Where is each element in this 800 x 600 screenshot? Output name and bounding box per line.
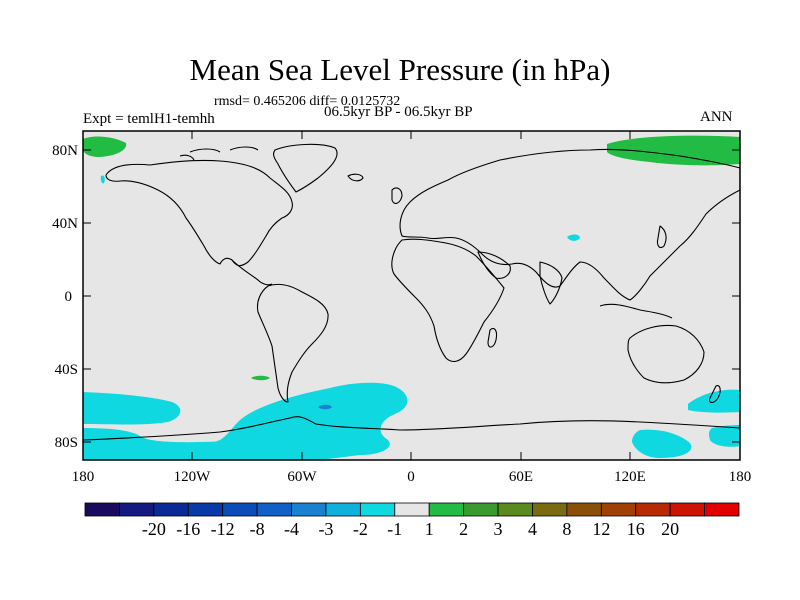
colorbar-swatch-3 <box>187 502 224 517</box>
colorbar-label-0: -20 <box>142 519 166 539</box>
colorbar-label-1: -16 <box>176 519 200 539</box>
coastline-arabia <box>477 251 511 279</box>
axis-ticks <box>82 131 741 460</box>
lat-label-40s: 40S <box>55 362 78 378</box>
colorbar-swatch-0 <box>84 502 120 517</box>
colorbar-label-14: 16 <box>627 519 645 539</box>
colorbar-swatch-9 <box>394 502 430 517</box>
lat-label-0: 0 <box>65 289 73 305</box>
coastline-indonesia <box>599 303 673 319</box>
colorbar-swatch-2 <box>153 502 189 517</box>
colorbar-label-12: 8 <box>562 519 571 539</box>
colorbar-label-2: -12 <box>211 519 235 539</box>
lat-label-40n: 40N <box>52 216 78 232</box>
negative-anomaly-sw-pacific <box>688 389 740 413</box>
positive-anomaly-arctic-west <box>83 136 127 157</box>
colorbar-swatch-8 <box>359 502 396 517</box>
coastline-north-america <box>105 159 293 267</box>
colorbar-swatch-17 <box>669 502 705 517</box>
negative-anomaly-ross-sea <box>708 425 740 447</box>
coastline-greenland <box>273 143 338 193</box>
lon-label-180w: 180 <box>72 469 95 485</box>
colorbar-label-3: -8 <box>250 519 265 539</box>
experiment-label: Expt = temlH1-temhh <box>83 111 215 127</box>
coastline-south-america <box>256 283 329 403</box>
lon-label-120e: 120E <box>614 469 646 485</box>
colorbar-swatch-6 <box>291 502 327 517</box>
coastline-india <box>539 261 563 305</box>
colorbar-swatch-11 <box>463 502 499 517</box>
negative-anomaly-south-pacific <box>83 392 181 425</box>
statistics-label: rmsd= 0.465206 diff= 0.0125732 <box>214 94 401 109</box>
negative-anomaly-alaska <box>100 175 105 184</box>
colorbar-swatch-4 <box>222 502 258 517</box>
colorbar-label-4: -4 <box>284 519 299 539</box>
colorbar-swatch-15 <box>600 502 637 517</box>
lon-label-0: 0 <box>407 469 415 485</box>
colorbar-label-9: 2 <box>459 519 468 539</box>
lat-label-80n: 80N <box>52 143 78 159</box>
coastline-australia <box>627 324 705 384</box>
colorbar-swatch-13 <box>532 502 568 517</box>
coastline-britain <box>391 187 403 205</box>
colorbar-swatch-16 <box>635 502 671 517</box>
colorbar-swatch-1 <box>119 502 155 517</box>
colorbar-label-15: 20 <box>661 519 679 539</box>
colorbar-labels: -20 -16 -12 -8 -4 -3 -2 -1 1 2 3 4 8 12 16 20 <box>142 519 679 539</box>
coastline-africa <box>391 238 505 363</box>
positive-anomaly-arctic-east <box>607 135 740 166</box>
coastline-eurasia <box>399 148 740 301</box>
colorbar-swatch-10 <box>428 502 465 517</box>
colorbar-label-5: -3 <box>318 519 333 539</box>
colorbar-label-10: 3 <box>494 519 503 539</box>
lon-label-60w: 60W <box>287 469 317 485</box>
coastline-madagascar <box>487 327 498 348</box>
colorbar-swatch-7 <box>325 502 361 517</box>
coastline-arctic-islands <box>179 146 259 161</box>
negative-anomaly-antarctic-coast <box>83 428 300 460</box>
coastline-central-america <box>231 259 273 286</box>
lon-label-180e: 180 <box>729 469 752 485</box>
coastline-new-zealand <box>709 385 721 404</box>
colorbar-label-11: 4 <box>528 519 537 539</box>
colorbar-swatch-5 <box>256 502 292 517</box>
lat-label-80s: 80S <box>55 435 78 451</box>
colorbar <box>84 502 740 517</box>
map-background <box>83 131 740 460</box>
period-label: 06.5kyr BP - 06.5kyr BP <box>324 104 473 120</box>
colorbar-swatch-14 <box>566 502 602 517</box>
negative-anomaly-asia <box>567 234 580 241</box>
colorbar-swatch-18 <box>704 502 740 517</box>
coastline-iceland <box>347 173 364 182</box>
colorbar-label-6: -2 <box>353 519 368 539</box>
positive-anomaly-south-atlantic <box>251 375 270 381</box>
lon-label-120w: 120W <box>174 469 212 485</box>
coastline-antarctica <box>83 416 740 441</box>
negative-anomaly-east-antarctica <box>632 429 692 458</box>
colorbar-label-13: 12 <box>592 519 610 539</box>
plot-title: Mean Sea Level Pressure (in hPa) <box>189 52 611 87</box>
lon-label-60e: 60E <box>509 469 533 485</box>
colorbar-swatch-12 <box>497 502 533 517</box>
colorbar-label-7: -1 <box>387 519 402 539</box>
coastline-japan <box>656 225 667 249</box>
negative-anomaly-drake-core <box>318 404 332 410</box>
coastlines <box>83 143 740 441</box>
colorbar-label-8: 1 <box>425 519 434 539</box>
season-label: ANN <box>700 109 733 125</box>
